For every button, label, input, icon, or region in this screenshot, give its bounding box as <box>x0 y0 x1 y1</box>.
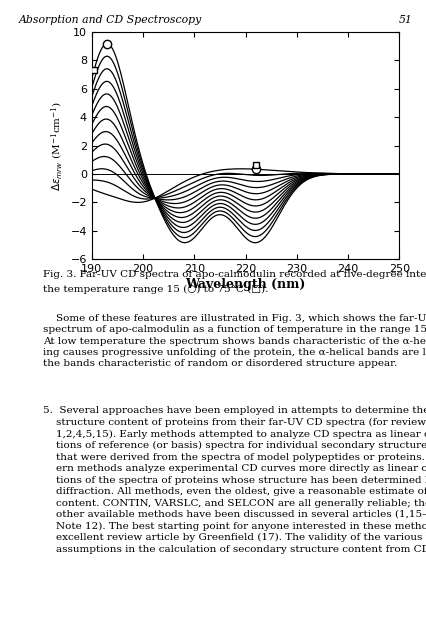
Y-axis label: $\Delta\varepsilon_{mrw}\ \mathregular{(M^{-1}cm^{-1})}$: $\Delta\varepsilon_{mrw}\ \mathregular{(… <box>50 100 66 191</box>
Text: 51: 51 <box>397 15 411 26</box>
Text: 5.  Several approaches have been employed in attempts to determine the secondary: 5. Several approaches have been employed… <box>43 406 426 554</box>
X-axis label: Wavelength (nm): Wavelength (nm) <box>185 278 305 291</box>
Text: Absorption and CD Spectroscopy: Absorption and CD Spectroscopy <box>19 15 202 26</box>
Text: the temperature range 15 (○) to 75°C (□).: the temperature range 15 (○) to 75°C (□)… <box>43 285 268 294</box>
Text: Fig. 3. Far-UV CD spectra of apo-calmodulin recorded at five-degree intervals ov: Fig. 3. Far-UV CD spectra of apo-calmodu… <box>43 270 426 279</box>
Text: Some of these features are illustrated in Fig. 3, which shows the far-UV CD
spec: Some of these features are illustrated i… <box>43 314 426 369</box>
